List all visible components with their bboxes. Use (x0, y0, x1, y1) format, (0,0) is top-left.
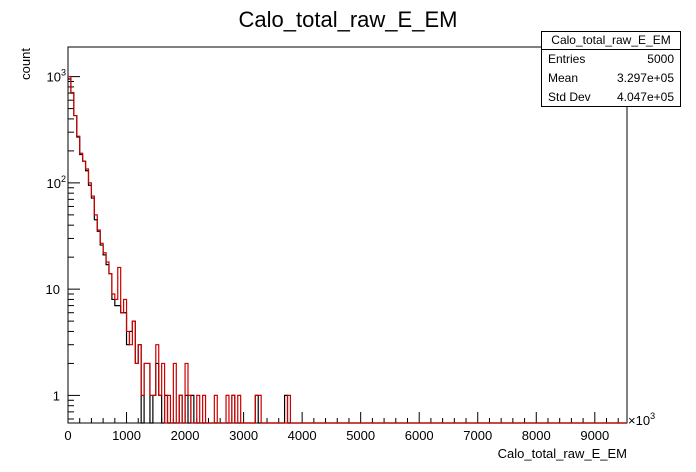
x-tick-label: 7000 (463, 428, 492, 443)
stats-value-entries: 5000 (647, 52, 674, 66)
stats-value-stddev: 4.047e+05 (616, 90, 674, 104)
x-tick-label: 0 (64, 428, 71, 443)
histogram-series-black (68, 78, 627, 424)
x-tick-label: 2000 (171, 428, 200, 443)
stats-row-entries: Entries 5000 (542, 50, 680, 69)
y-tick-label: 103 (47, 68, 66, 85)
stats-box: Calo_total_raw_E_EM Entries 5000 Mean 3.… (541, 31, 681, 107)
chart-title: Calo_total_raw_E_EM (239, 7, 458, 32)
stats-title: Calo_total_raw_E_EM (542, 32, 680, 50)
x-tick-label: 6000 (405, 428, 434, 443)
x-axis-exponent: ×103 (628, 411, 655, 428)
stats-label-mean: Mean (548, 71, 579, 85)
stats-row-stddev: Std Dev 4.047e+05 (542, 88, 680, 107)
histogram-series-red (68, 76, 627, 424)
y-tick-label: 1 (53, 388, 60, 403)
x-tick-label: 8000 (522, 428, 551, 443)
y-tick-label: 10 (46, 282, 60, 297)
stats-label-stddev: Std Dev (548, 90, 591, 104)
x-tick-label: 1000 (112, 428, 141, 443)
stats-label-entries: Entries (548, 52, 586, 66)
y-tick-label: 102 (47, 174, 66, 191)
x-tick-label: 4000 (288, 428, 317, 443)
x-tick-label: 5000 (346, 428, 375, 443)
stats-row-mean: Mean 3.297e+05 (542, 69, 680, 88)
y-axis-label: count (18, 48, 33, 80)
stats-value-mean: 3.297e+05 (616, 71, 674, 85)
x-axis-label: Calo_total_raw_E_EM (498, 446, 627, 461)
x-tick-label: 9000 (580, 428, 609, 443)
x-tick-label: 3000 (229, 428, 258, 443)
